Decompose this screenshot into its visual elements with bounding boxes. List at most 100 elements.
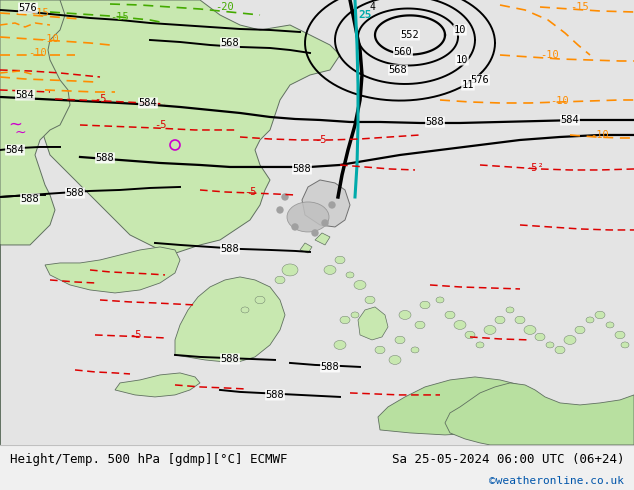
Ellipse shape — [354, 280, 366, 290]
Text: 576: 576 — [470, 75, 489, 85]
Ellipse shape — [351, 312, 359, 318]
Ellipse shape — [255, 296, 265, 304]
Polygon shape — [300, 243, 312, 253]
Ellipse shape — [524, 325, 536, 335]
Text: -5: -5 — [129, 330, 141, 340]
Text: -10: -10 — [550, 96, 569, 106]
Text: 576: 576 — [18, 3, 37, 13]
Text: 584: 584 — [16, 90, 34, 100]
Ellipse shape — [375, 346, 385, 354]
Ellipse shape — [575, 326, 585, 334]
Ellipse shape — [495, 316, 505, 324]
Ellipse shape — [346, 272, 354, 278]
Text: 568: 568 — [221, 38, 240, 48]
Ellipse shape — [275, 276, 285, 284]
Ellipse shape — [334, 341, 346, 349]
Polygon shape — [315, 233, 330, 245]
Ellipse shape — [484, 325, 496, 335]
Polygon shape — [0, 0, 340, 255]
Text: -5²: -5² — [526, 163, 545, 173]
Text: -10: -10 — [29, 48, 48, 58]
Ellipse shape — [546, 342, 554, 348]
Polygon shape — [175, 277, 285, 363]
Text: -20: -20 — [216, 2, 235, 12]
Ellipse shape — [420, 301, 430, 309]
Polygon shape — [378, 377, 540, 435]
Ellipse shape — [586, 317, 594, 323]
Text: 588: 588 — [221, 354, 240, 364]
Text: 588: 588 — [66, 188, 84, 198]
Text: 588: 588 — [293, 164, 311, 174]
Text: 552: 552 — [401, 30, 419, 40]
Ellipse shape — [395, 336, 405, 343]
Text: 584: 584 — [139, 98, 157, 108]
Ellipse shape — [615, 331, 625, 339]
Ellipse shape — [335, 256, 345, 264]
Text: -5: -5 — [314, 135, 327, 145]
Text: -15: -15 — [110, 12, 129, 22]
Ellipse shape — [621, 342, 629, 348]
Ellipse shape — [506, 307, 514, 313]
Text: ©weatheronline.co.uk: ©weatheronline.co.uk — [489, 476, 624, 487]
Ellipse shape — [324, 266, 336, 274]
Ellipse shape — [365, 296, 375, 304]
Ellipse shape — [606, 322, 614, 328]
Polygon shape — [115, 373, 200, 397]
Text: -15: -15 — [30, 8, 49, 18]
Polygon shape — [0, 0, 70, 445]
Ellipse shape — [535, 333, 545, 341]
Text: 584: 584 — [6, 145, 24, 155]
Text: -5: -5 — [94, 94, 107, 104]
Text: 10: 10 — [454, 25, 466, 35]
Ellipse shape — [454, 320, 466, 329]
Text: -5: -5 — [154, 120, 166, 130]
Ellipse shape — [415, 321, 425, 329]
Text: 11: 11 — [462, 80, 474, 90]
Ellipse shape — [476, 342, 484, 348]
Text: Sa 25-05-2024 06:00 UTC (06+24): Sa 25-05-2024 06:00 UTC (06+24) — [392, 453, 624, 466]
Text: 588: 588 — [321, 362, 339, 372]
Ellipse shape — [555, 346, 565, 354]
Ellipse shape — [445, 311, 455, 318]
Ellipse shape — [564, 336, 576, 344]
Ellipse shape — [399, 311, 411, 319]
Text: -10: -10 — [591, 130, 609, 140]
Polygon shape — [302, 180, 350, 227]
Text: 4: 4 — [369, 2, 375, 12]
Circle shape — [282, 194, 288, 200]
Circle shape — [292, 224, 298, 230]
Text: 588: 588 — [221, 244, 240, 254]
Text: 10: 10 — [456, 55, 469, 65]
Ellipse shape — [241, 307, 249, 313]
Text: -15: -15 — [571, 2, 590, 12]
Polygon shape — [45, 247, 180, 293]
Text: 588: 588 — [96, 153, 114, 163]
Polygon shape — [445, 383, 634, 445]
Text: 568: 568 — [389, 65, 408, 75]
Ellipse shape — [340, 316, 350, 324]
Circle shape — [329, 202, 335, 208]
Ellipse shape — [595, 311, 605, 318]
Polygon shape — [358, 307, 388, 340]
Text: 584: 584 — [560, 115, 579, 125]
Ellipse shape — [515, 316, 525, 324]
Text: ~: ~ — [14, 126, 26, 140]
Text: 588: 588 — [266, 390, 285, 400]
Text: -10: -10 — [41, 34, 60, 44]
Circle shape — [322, 220, 328, 226]
Ellipse shape — [282, 264, 298, 276]
Ellipse shape — [411, 347, 419, 353]
Text: 588: 588 — [21, 194, 39, 204]
Text: ~: ~ — [8, 116, 22, 134]
Circle shape — [312, 230, 318, 236]
Text: 560: 560 — [394, 47, 412, 57]
Text: 25: 25 — [358, 10, 372, 20]
Circle shape — [277, 207, 283, 213]
Text: 588: 588 — [425, 117, 444, 127]
Ellipse shape — [436, 297, 444, 303]
Ellipse shape — [389, 355, 401, 365]
Ellipse shape — [465, 331, 475, 339]
Text: -5: -5 — [243, 187, 256, 197]
Text: -10: -10 — [541, 50, 559, 60]
Text: Height/Temp. 500 hPa [gdmp][°C] ECMWF: Height/Temp. 500 hPa [gdmp][°C] ECMWF — [10, 453, 287, 466]
